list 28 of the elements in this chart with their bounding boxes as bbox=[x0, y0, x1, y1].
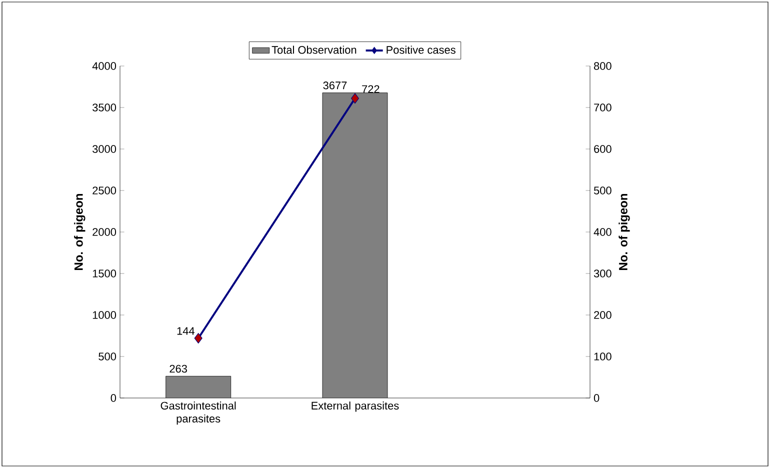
y2-tick-label: 400 bbox=[594, 228, 612, 236]
y2-tick-label: 600 bbox=[594, 145, 612, 153]
y-tick-label: 1000 bbox=[92, 311, 116, 319]
y2-tick-label: 800 bbox=[594, 62, 612, 70]
y2-tick-label: 100 bbox=[594, 352, 612, 360]
y2-tick-label: 200 bbox=[594, 311, 612, 319]
legend-label: Positive cases bbox=[386, 46, 456, 54]
y-tick-label: 4000 bbox=[92, 62, 116, 70]
y2-tick-label: 300 bbox=[594, 270, 612, 278]
y2-tick-label: 700 bbox=[594, 104, 612, 112]
y-tick-label: 2000 bbox=[92, 228, 116, 236]
data-label: 722 bbox=[362, 85, 380, 93]
y-tick-label: 2500 bbox=[92, 186, 116, 194]
y-tick-label: 0 bbox=[110, 394, 116, 402]
y-tick-label: 3000 bbox=[92, 145, 116, 153]
y2-tick-label: 0 bbox=[594, 394, 600, 402]
data-label: 144 bbox=[177, 327, 194, 335]
y2-axis-title: No. of pigeon bbox=[618, 194, 630, 270]
y-tick-label: 1500 bbox=[92, 270, 116, 278]
data-label: 263 bbox=[170, 364, 187, 373]
y-axis-title: No. of pigeon bbox=[74, 194, 86, 270]
x-tick-label: External parasites bbox=[312, 402, 399, 412]
data-label: 3677 bbox=[323, 82, 347, 90]
y-tick-label: 3500 bbox=[92, 104, 116, 112]
y2-tick-label: 500 bbox=[594, 186, 612, 194]
y-tick-label: 500 bbox=[98, 352, 116, 360]
legend-label: Total Observation bbox=[272, 46, 356, 54]
x-tick-label: Gastrointestinal parasites bbox=[160, 402, 236, 425]
